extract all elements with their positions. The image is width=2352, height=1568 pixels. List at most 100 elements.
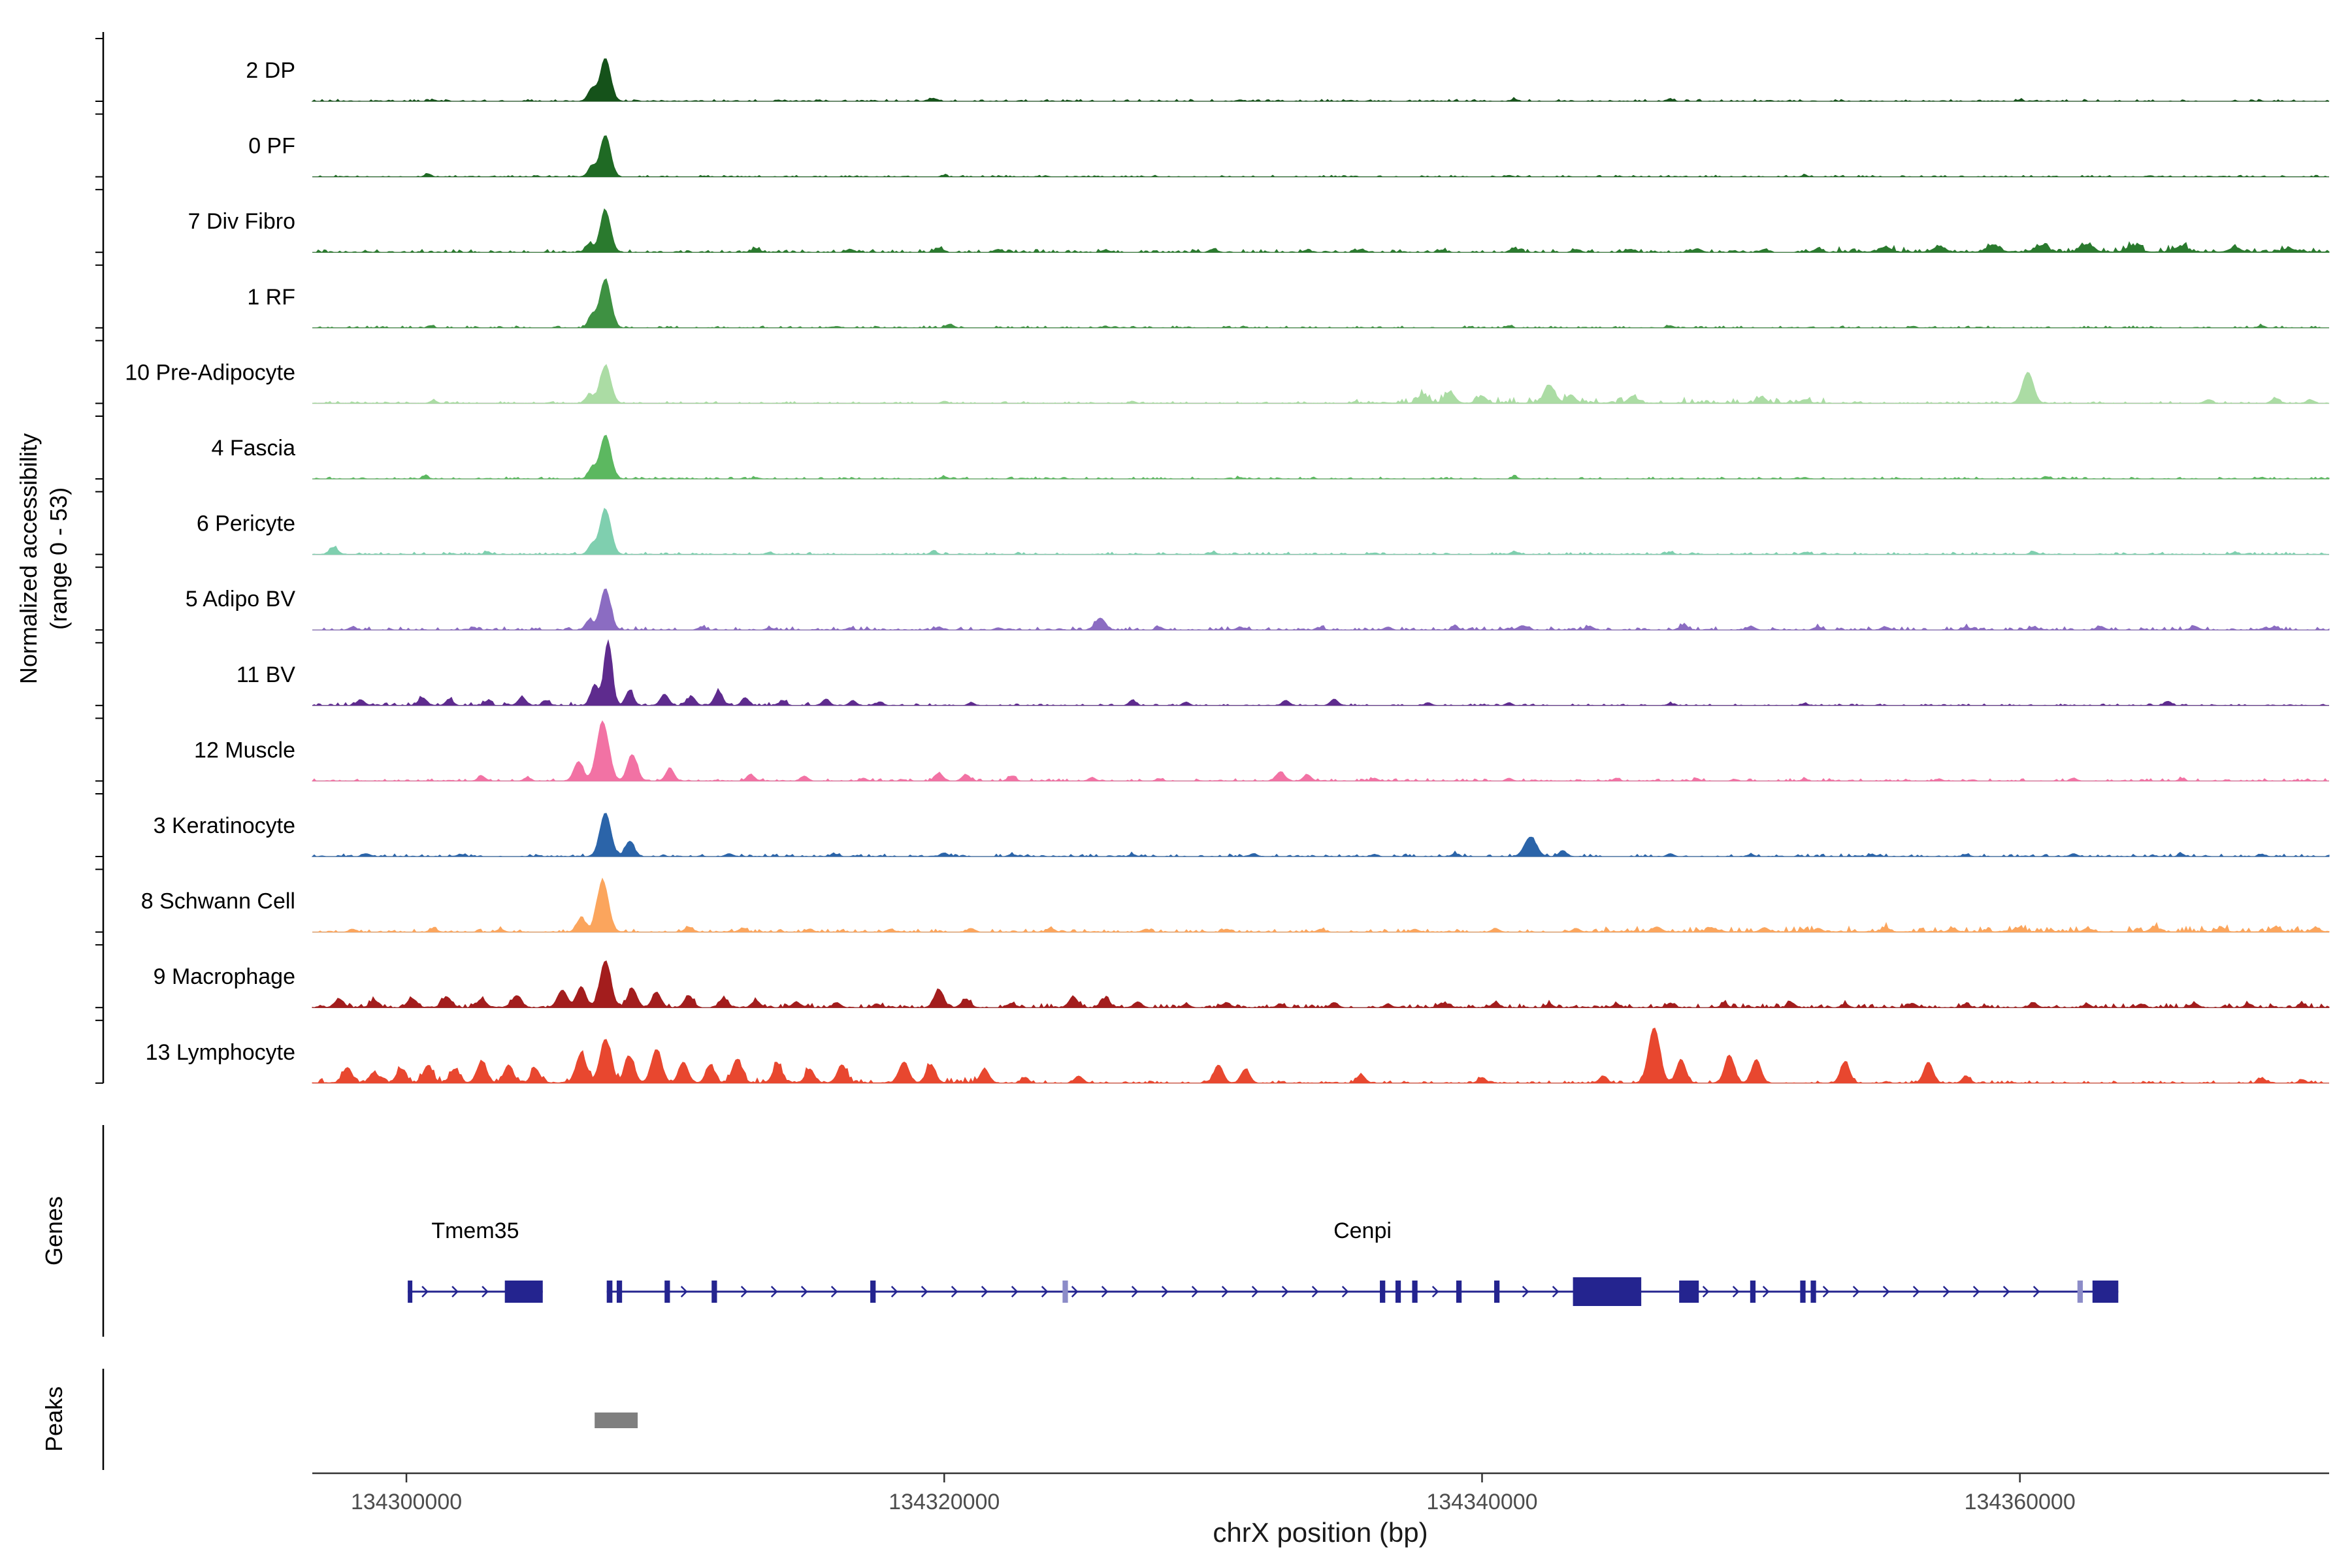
track-signal (312, 588, 2330, 631)
strand-arrow-icon (2033, 1286, 2040, 1298)
strand-arrow-icon (1341, 1286, 1349, 1298)
track-label: 7 Div Fibro (188, 209, 295, 234)
track-label: 3 Keratinocyte (154, 813, 295, 838)
strand-arrow-icon (1522, 1286, 1529, 1298)
track-5-adipo-bv: 5 Adipo BV (186, 587, 2330, 631)
track-label: 1 RF (247, 285, 295, 310)
track-13-lymphocyte: 13 Lymphocyte (146, 1027, 2329, 1084)
gene-exon (504, 1281, 543, 1303)
strand-arrow-icon (1552, 1286, 1560, 1298)
strand-arrow-icon (1972, 1286, 1980, 1298)
gene-exon (606, 1281, 613, 1303)
gene-exon (1810, 1281, 1816, 1303)
called-peaks (595, 1413, 638, 1428)
gene-exon (711, 1281, 717, 1303)
track-label: 13 Lymphocyte (146, 1040, 295, 1065)
strand-arrow-icon (1191, 1286, 1199, 1298)
gene-exon (1380, 1281, 1386, 1303)
x-axis-tick-label: 134300000 (351, 1490, 462, 1514)
strand-arrow-icon (1822, 1286, 1830, 1298)
gene-exon (1062, 1281, 1068, 1303)
strand-arrow-icon (800, 1286, 808, 1298)
strand-arrow-icon (1221, 1286, 1229, 1298)
y-axis-label-line1: Normalized accessibility (15, 433, 42, 684)
track-signal (312, 639, 2329, 706)
strand-arrow-icon (1311, 1286, 1319, 1298)
gene-exon (1456, 1281, 1462, 1303)
track-12-muscle: 12 Muscle (194, 720, 2329, 782)
track-label: 12 Muscle (194, 738, 295, 762)
strand-arrow-icon (951, 1286, 958, 1298)
track-label: 4 Fascia (212, 436, 296, 461)
strand-arrow-icon (1912, 1286, 1920, 1298)
track-2-dp: 2 DP (246, 58, 2330, 102)
strand-arrow-icon (770, 1286, 778, 1298)
x-axis-tick-label: 134360000 (1965, 1490, 2076, 1514)
track-signal (312, 208, 2330, 253)
gene-exon (2092, 1281, 2119, 1303)
strand-arrow-icon (1882, 1286, 1890, 1298)
track-1-rf: 1 RF (247, 278, 2329, 329)
strand-arrow-icon (1762, 1286, 1770, 1298)
track-3-keratinocyte: 3 Keratinocyte (154, 813, 2330, 857)
gene-exon (1800, 1281, 1806, 1303)
strand-arrow-icon (1431, 1286, 1439, 1298)
strand-arrow-icon (1251, 1286, 1259, 1298)
track-signal (312, 135, 2329, 178)
strand-arrow-icon (1732, 1286, 1740, 1298)
x-axis-title: chrX position (bp) (1213, 1517, 1428, 1548)
strand-arrow-icon (421, 1286, 429, 1298)
track-signal (312, 1027, 2329, 1084)
strand-arrow-icon (1161, 1286, 1169, 1298)
peak-region (595, 1413, 638, 1428)
track-label: 10 Pre-Adipocyte (125, 360, 295, 385)
track-7-div-fibro: 7 Div Fibro (188, 208, 2330, 253)
track-signal (312, 434, 2330, 480)
track-10-pre-adipocyte: 10 Pre-Adipocyte (125, 360, 2330, 404)
gene-exon (1679, 1281, 1699, 1303)
gene-exon (1494, 1281, 1500, 1303)
track-signal (312, 877, 2330, 933)
strand-arrow-icon (890, 1286, 898, 1298)
track-8-schwann-cell: 8 Schwann Cell (141, 877, 2330, 933)
gene-cenpi: Cenpi (606, 1218, 2119, 1306)
track-9-macrophage: 9 Macrophage (154, 960, 2330, 1009)
track-label: 5 Adipo BV (186, 587, 296, 612)
gene-tmem35: Tmem35 (408, 1218, 543, 1303)
strand-arrow-icon (1041, 1286, 1049, 1298)
strand-arrow-icon (451, 1286, 459, 1298)
strand-arrow-icon (680, 1286, 688, 1298)
gene-models: Tmem35 Cenpi (408, 1218, 2119, 1306)
genes-section-label: Genes (41, 1196, 67, 1266)
strand-arrow-icon (1852, 1286, 1860, 1298)
gene-exon (1412, 1281, 1418, 1303)
tracks-axis-ticks (95, 38, 103, 1084)
gene-exon (616, 1281, 623, 1303)
peaks-section-label: Peaks (41, 1386, 67, 1452)
track-signal (312, 960, 2330, 1009)
gene-exon (664, 1281, 670, 1303)
track-signal (311, 58, 2330, 102)
track-signal (312, 278, 2329, 329)
gene-exon (870, 1281, 876, 1303)
gene-name: Cenpi (1333, 1218, 1392, 1243)
accessibility-tracks: 2 DP 0 PF 7 Div Fibro 1 RF 10 Pre-Adipocyte 4… (125, 58, 2330, 1084)
strand-arrow-icon (2002, 1286, 2010, 1298)
track-signal (311, 720, 2329, 782)
track-0-pf: 0 PF (248, 134, 2329, 178)
gene-exon (408, 1281, 413, 1303)
strand-arrow-icon (921, 1286, 928, 1298)
strand-arrow-icon (1281, 1286, 1289, 1298)
gene-name: Tmem35 (431, 1218, 519, 1243)
track-4-fascia: 4 Fascia (212, 434, 2330, 480)
track-label: 0 PF (248, 134, 295, 159)
track-6-pericyte: 6 Pericyte (197, 508, 2329, 555)
strand-arrow-icon (1011, 1286, 1019, 1298)
strand-arrow-icon (1942, 1286, 1950, 1298)
y-axis-label-line2: (range 0 - 53) (45, 487, 72, 630)
strand-arrow-icon (1101, 1286, 1109, 1298)
strand-arrow-icon (830, 1286, 838, 1298)
track-signal (312, 364, 2330, 404)
